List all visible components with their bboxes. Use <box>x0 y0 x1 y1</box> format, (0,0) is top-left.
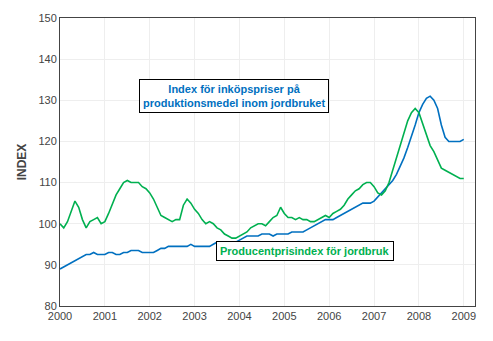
svg-text:INDEX: INDEX <box>15 144 29 181</box>
svg-text:2006: 2006 <box>317 310 341 322</box>
svg-text:2008: 2008 <box>407 310 431 322</box>
svg-text:2001: 2001 <box>93 310 117 322</box>
svg-text:2009: 2009 <box>452 310 476 322</box>
svg-text:Producentprisindex för jordbru: Producentprisindex för jordbruk <box>220 245 390 257</box>
svg-text:130: 130 <box>38 94 56 106</box>
svg-text:2003: 2003 <box>182 310 206 322</box>
svg-text:80: 80 <box>45 300 57 312</box>
svg-text:2002: 2002 <box>137 310 161 322</box>
svg-text:2005: 2005 <box>272 310 296 322</box>
svg-text:150: 150 <box>38 12 56 24</box>
svg-text:Index för inköpspriser påprodu: Index för inköpspriser påproduktionsmede… <box>143 83 325 109</box>
svg-text:2004: 2004 <box>227 310 251 322</box>
svg-text:140: 140 <box>38 53 56 65</box>
svg-text:120: 120 <box>38 135 56 147</box>
svg-text:100: 100 <box>38 218 56 230</box>
svg-text:2007: 2007 <box>362 310 386 322</box>
svg-text:110: 110 <box>39 176 57 188</box>
svg-text:90: 90 <box>45 259 57 271</box>
svg-text:2000: 2000 <box>48 310 72 322</box>
